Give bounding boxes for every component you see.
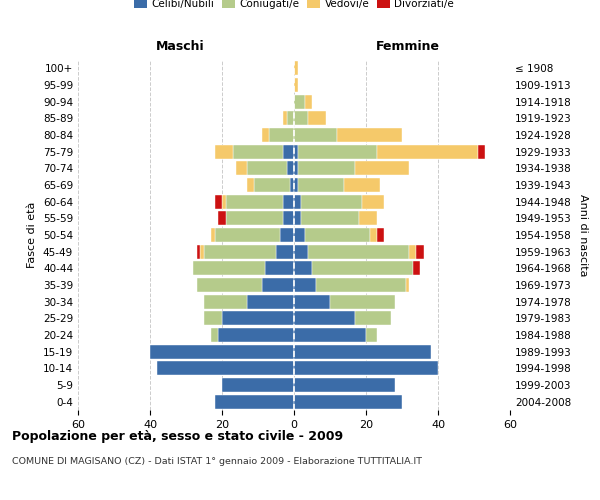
Bar <box>298 162 355 175</box>
Bar <box>294 194 301 209</box>
Bar <box>283 144 294 159</box>
Bar <box>305 94 312 109</box>
Bar <box>312 261 413 276</box>
Bar <box>406 278 409 292</box>
Bar <box>416 244 424 259</box>
Bar <box>294 278 316 292</box>
Bar <box>222 311 294 326</box>
Bar <box>280 228 294 242</box>
Bar <box>308 244 409 259</box>
Bar <box>215 228 280 242</box>
Bar <box>301 211 359 226</box>
Bar <box>150 344 294 359</box>
Bar <box>218 328 294 342</box>
Bar <box>294 178 298 192</box>
Bar <box>294 211 301 226</box>
Bar <box>337 128 402 142</box>
Bar <box>157 361 294 376</box>
Bar <box>377 144 478 159</box>
Bar <box>204 244 276 259</box>
Legend: Celibi/Nubili, Coniugati/e, Vedovi/e, Divorziati/e: Celibi/Nubili, Coniugati/e, Vedovi/e, Di… <box>130 0 458 14</box>
Bar <box>294 294 330 308</box>
Bar <box>218 211 226 226</box>
Bar <box>294 361 438 376</box>
Bar <box>355 311 391 326</box>
Bar <box>294 328 366 342</box>
Bar <box>290 178 294 192</box>
Bar <box>409 244 416 259</box>
Bar <box>294 261 312 276</box>
Bar <box>204 294 247 308</box>
Bar <box>377 228 384 242</box>
Bar <box>294 94 305 109</box>
Bar <box>294 128 337 142</box>
Bar <box>362 194 384 209</box>
Bar <box>197 244 200 259</box>
Bar <box>222 194 226 209</box>
Bar <box>294 162 298 175</box>
Bar <box>308 112 326 126</box>
Text: Femmine: Femmine <box>376 40 440 52</box>
Bar <box>211 228 215 242</box>
Bar <box>215 194 222 209</box>
Bar <box>301 194 362 209</box>
Bar <box>233 144 283 159</box>
Bar <box>193 261 265 276</box>
Bar <box>294 144 298 159</box>
Bar <box>287 112 294 126</box>
Bar <box>413 261 420 276</box>
Text: Maschi: Maschi <box>155 40 205 52</box>
Bar <box>294 112 308 126</box>
Bar <box>294 78 298 92</box>
Text: COMUNE DI MAGISANO (CZ) - Dati ISTAT 1° gennaio 2009 - Elaborazione TUTTITALIA.I: COMUNE DI MAGISANO (CZ) - Dati ISTAT 1° … <box>12 458 422 466</box>
Bar <box>294 228 305 242</box>
Bar <box>226 194 283 209</box>
Bar <box>316 278 406 292</box>
Bar <box>359 211 377 226</box>
Bar <box>262 128 269 142</box>
Bar <box>236 162 247 175</box>
Bar <box>298 178 344 192</box>
Bar <box>247 294 294 308</box>
Bar <box>305 228 370 242</box>
Bar <box>222 378 294 392</box>
Bar <box>330 294 395 308</box>
Bar <box>294 394 402 409</box>
Text: Popolazione per età, sesso e stato civile - 2009: Popolazione per età, sesso e stato civil… <box>12 430 343 443</box>
Bar <box>200 244 204 259</box>
Bar <box>294 378 395 392</box>
Bar <box>269 128 294 142</box>
Bar <box>247 162 287 175</box>
Bar <box>294 62 298 76</box>
Y-axis label: Anni di nascita: Anni di nascita <box>578 194 588 276</box>
Bar <box>294 244 308 259</box>
Bar <box>211 328 218 342</box>
Bar <box>283 194 294 209</box>
Bar <box>226 211 283 226</box>
Bar <box>262 278 294 292</box>
Bar <box>294 344 431 359</box>
Bar <box>197 278 262 292</box>
Bar <box>283 211 294 226</box>
Bar <box>283 112 287 126</box>
Y-axis label: Fasce di età: Fasce di età <box>28 202 37 268</box>
Bar <box>370 228 377 242</box>
Bar <box>355 162 409 175</box>
Bar <box>478 144 485 159</box>
Bar <box>265 261 294 276</box>
Bar <box>344 178 380 192</box>
Bar <box>215 144 233 159</box>
Bar <box>366 328 377 342</box>
Bar <box>204 311 222 326</box>
Bar <box>294 311 355 326</box>
Bar <box>247 178 254 192</box>
Bar <box>215 394 294 409</box>
Bar <box>298 144 377 159</box>
Bar <box>254 178 290 192</box>
Bar <box>276 244 294 259</box>
Bar <box>287 162 294 175</box>
